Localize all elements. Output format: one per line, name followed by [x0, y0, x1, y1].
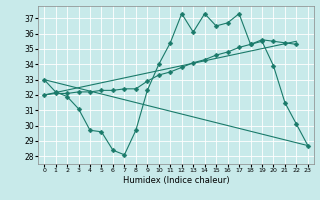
X-axis label: Humidex (Indice chaleur): Humidex (Indice chaleur)	[123, 176, 229, 185]
